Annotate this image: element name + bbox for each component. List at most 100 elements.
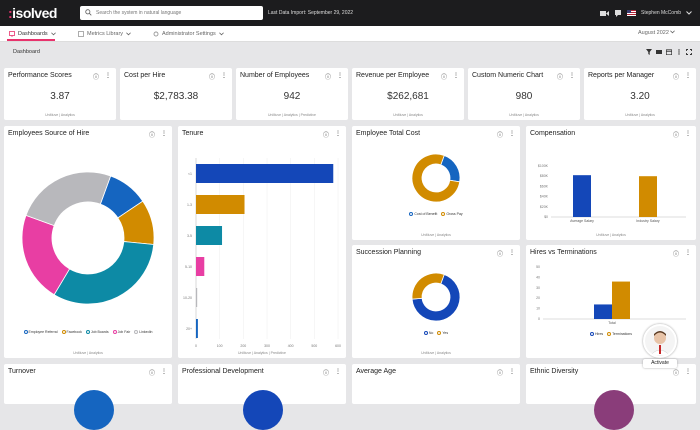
legend-item[interactable]: Job Fair bbox=[112, 330, 130, 334]
assistant-avatar[interactable] bbox=[643, 324, 677, 358]
info-icon[interactable]: ⓘ bbox=[92, 75, 99, 81]
card-footer: UnMuve | Analytics bbox=[421, 233, 451, 237]
active-tab-indicator bbox=[7, 39, 55, 41]
bar[interactable] bbox=[639, 176, 657, 217]
more-vertical-icon[interactable]: ⋮ bbox=[685, 73, 691, 79]
more-vertical-icon[interactable]: ⋮ bbox=[685, 131, 691, 137]
filter-icon[interactable] bbox=[646, 49, 652, 55]
more-vertical-icon[interactable]: ⋮ bbox=[685, 369, 691, 375]
info-icon[interactable]: ⓘ bbox=[208, 75, 215, 81]
tab-metrics-library[interactable]: Metrics Library bbox=[78, 29, 131, 39]
pie-slice[interactable] bbox=[53, 241, 155, 305]
card-tenure: Tenure ⓘ ⋮ 0 100 200 300 400 500 600 <1 1-3 3-5 5-1… bbox=[178, 126, 346, 358]
bar[interactable] bbox=[573, 175, 591, 217]
card-footer: UnMuve | Analytics bbox=[393, 113, 423, 117]
announcement-icon[interactable] bbox=[614, 9, 622, 17]
more-vertical-icon[interactable]: ⋮ bbox=[161, 131, 167, 137]
bar[interactable] bbox=[196, 257, 205, 276]
info-icon[interactable]: ⓘ bbox=[672, 371, 679, 377]
legend-item[interactable]: Cost of Benefit bbox=[409, 212, 437, 216]
more-vertical-icon[interactable]: ⋮ bbox=[221, 73, 227, 79]
period-selector[interactable]: August 2022 bbox=[638, 30, 676, 36]
bar[interactable] bbox=[594, 304, 612, 319]
bar[interactable] bbox=[196, 195, 245, 214]
more-vertical-icon[interactable]: ⋮ bbox=[335, 131, 341, 137]
pie-slice[interactable] bbox=[411, 272, 445, 300]
info-icon[interactable]: ⓘ bbox=[496, 252, 503, 258]
more-vertical-icon[interactable]: ⋮ bbox=[569, 73, 575, 79]
card-footer: UnMuve | Analytics | Predictive bbox=[268, 113, 316, 117]
legend-item[interactable]: Job Boards bbox=[85, 330, 109, 334]
bar[interactable] bbox=[612, 281, 630, 319]
card-title: Employees Source of Hire bbox=[8, 130, 90, 137]
more-vertical-icon[interactable]: ⋮ bbox=[685, 250, 691, 256]
card-compensation: Compensation ⓘ ⋮ $0 $20K $40K $60K $80K $100K A… bbox=[526, 126, 696, 240]
dashboard-title: Dashboard bbox=[13, 49, 40, 55]
pie-slice[interactable] bbox=[440, 154, 461, 183]
info-icon[interactable]: ⓘ bbox=[440, 75, 447, 81]
legend-item[interactable]: Terminations bbox=[607, 332, 632, 336]
video-icon[interactable] bbox=[600, 10, 609, 17]
info-icon[interactable]: ⓘ bbox=[322, 371, 329, 377]
info-icon[interactable]: ⓘ bbox=[322, 133, 329, 139]
bar[interactable] bbox=[196, 319, 198, 338]
info-icon[interactable]: ⓘ bbox=[496, 133, 503, 139]
legend-item[interactable]: Employee Referral bbox=[23, 330, 58, 334]
info-icon[interactable]: ⓘ bbox=[148, 371, 155, 377]
x-tick-label: 0 bbox=[195, 344, 197, 348]
legend-marker bbox=[437, 331, 442, 335]
info-icon[interactable]: ⓘ bbox=[672, 133, 679, 139]
y-tick-label: $40K bbox=[540, 195, 549, 199]
search-input[interactable]: Search the system in natural language bbox=[80, 6, 263, 20]
more-vertical-icon[interactable]: ⋮ bbox=[509, 131, 515, 137]
x-tick-label: Total bbox=[608, 321, 616, 325]
info-icon[interactable]: ⓘ bbox=[672, 252, 679, 258]
legend-item[interactable]: Gross Pay bbox=[441, 212, 463, 216]
bar[interactable] bbox=[196, 288, 198, 307]
y-tick-label: 10 bbox=[536, 307, 540, 311]
tab-dashboards[interactable]: Dashboards bbox=[9, 29, 56, 39]
fullscreen-icon[interactable] bbox=[686, 49, 692, 55]
info-icon[interactable]: ⓘ bbox=[148, 133, 155, 139]
last-import-text: Last Data Import: September 29, 2022 bbox=[268, 10, 354, 16]
more-vertical-icon[interactable]: ⋮ bbox=[453, 73, 459, 79]
card-footer: UnMuve | Analytics bbox=[73, 351, 103, 355]
user-menu[interactable]: Stephen McComb bbox=[641, 10, 682, 16]
chevron-down-icon[interactable] bbox=[686, 11, 692, 15]
kpi-card: Cost per Hire ⓘ ⋮ $2,783.38 bbox=[120, 68, 232, 120]
legend-item[interactable]: No bbox=[423, 331, 433, 335]
us-flag-icon[interactable] bbox=[627, 10, 636, 16]
card-footer: UnMuve | Analytics bbox=[509, 113, 539, 117]
activate-button[interactable]: Activate bbox=[643, 359, 677, 368]
bar[interactable] bbox=[196, 164, 334, 183]
more-vertical-icon[interactable]: ⋮ bbox=[509, 369, 515, 375]
x-tick-label: Industry Salary bbox=[636, 219, 660, 223]
bar[interactable] bbox=[196, 226, 223, 245]
card-title: Average Age bbox=[356, 368, 396, 375]
calendar-icon[interactable] bbox=[666, 49, 672, 55]
legend-item[interactable]: Hires bbox=[589, 332, 603, 336]
info-icon[interactable]: ⓘ bbox=[496, 371, 503, 377]
pie-slice[interactable] bbox=[25, 171, 112, 227]
more-vertical-icon[interactable]: ⋮ bbox=[337, 73, 343, 79]
more-vertical-icon[interactable]: ⋮ bbox=[105, 73, 111, 79]
legend-item[interactable]: Facebook bbox=[61, 330, 82, 334]
info-icon[interactable]: ⓘ bbox=[324, 75, 331, 81]
more-vertical-icon[interactable]: ⋮ bbox=[161, 369, 167, 375]
tab-label: Administrator Settings bbox=[162, 31, 216, 37]
email-icon[interactable] bbox=[656, 49, 662, 55]
more-vertical-icon[interactable] bbox=[676, 49, 682, 55]
more-vertical-icon[interactable]: ⋮ bbox=[509, 250, 515, 256]
card-title: Turnover bbox=[8, 368, 36, 375]
card-source-of-hire: Employees Source of Hire ⓘ ⋮ Employee Ref… bbox=[4, 126, 172, 358]
pie-slice[interactable] bbox=[411, 273, 461, 322]
tab-administrator-settings[interactable]: Administrator Settings bbox=[153, 29, 224, 39]
pie-slice[interactable] bbox=[411, 153, 461, 203]
card-title: Professional Development bbox=[182, 368, 264, 375]
info-icon[interactable]: ⓘ bbox=[672, 75, 679, 81]
isolved-logo[interactable]: :isolved bbox=[8, 5, 57, 21]
legend-item[interactable]: Yes bbox=[437, 331, 448, 335]
legend-item[interactable]: LinkedIn bbox=[134, 330, 152, 334]
info-icon[interactable]: ⓘ bbox=[556, 75, 563, 81]
more-vertical-icon[interactable]: ⋮ bbox=[335, 369, 341, 375]
